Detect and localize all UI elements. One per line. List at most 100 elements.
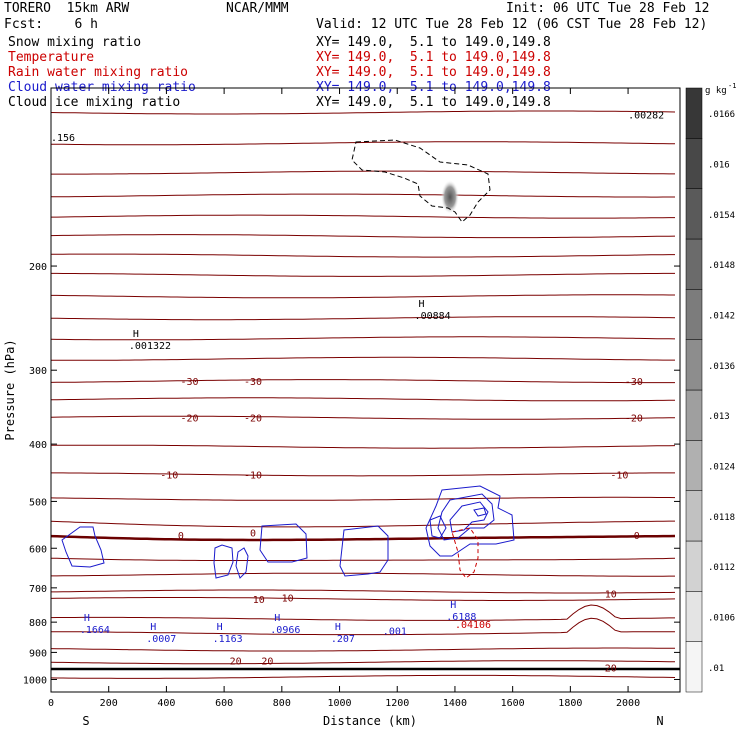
isotherm-line [51,193,675,198]
colorbar-label: .013 [708,412,730,422]
y-tick-label: 200 [29,262,47,273]
isotherm-line [51,110,676,115]
colorbar-swatch [685,490,703,542]
temperature-label: -30 [180,377,198,388]
rain-water-contour [451,527,479,579]
isotherm-line [51,589,676,594]
temperature-label: -30 [625,377,643,388]
colorbar-swatch [685,339,703,391]
x-tick-label: 1000 [327,698,351,709]
cloud-water-contour [473,507,487,517]
extremum-marker: H [450,600,456,611]
isotherm-line [51,604,675,621]
isotherm-line [51,336,676,341]
field-xy-rain: XY= 149.0, 5.1 to 149.0,149.8 [316,65,551,80]
colorbar-label: .0142 [708,312,735,322]
colorbar-unit-exponent: -1 [728,82,736,90]
colorbar-label: .0112 [708,563,735,573]
isotherm-line [51,520,675,528]
y-tick-label: 600 [29,544,47,555]
temperature-label: -30 [244,377,262,388]
extremum-value: .156 [51,133,75,144]
isotherm-line [51,397,676,402]
colorbar-label: .0124 [708,463,735,473]
isotherm-line [51,496,676,501]
extremum-marker: H [133,329,139,340]
isotherm-line [51,356,675,361]
extremum-marker: H [274,613,280,624]
y-axis-label: Pressure (hPa) [3,339,17,440]
isotherm-line [51,234,676,239]
temperature-label: 0 [250,528,256,539]
isotherm-line [51,272,675,277]
temperature-label: 20 [261,656,273,667]
colorbar-label: .0166 [708,110,735,120]
extremum-marker: H [84,613,90,624]
cloud-water-contour [213,544,234,579]
isotherm-line [51,214,675,219]
temperature-label: -20 [244,414,262,425]
extremum-marker: H [335,622,341,633]
colorbar-label: .0118 [708,513,735,523]
extremum-value: .00884 [415,311,451,322]
org-title: NCAR/MMM [226,1,289,16]
isotherm-line [51,534,676,542]
field-xy-snow: XY= 149.0, 5.1 to 149.0,149.8 [316,35,551,50]
temperature-label: -10 [610,470,628,481]
cloud-water-contour [61,526,105,568]
isotherm-line [51,647,676,652]
field-xy-temperature: XY= 149.0, 5.1 to 149.0,149.8 [316,50,551,65]
extremum-value: .1163 [213,634,243,645]
temperature-label: 0 [178,531,184,542]
isotherm-line [51,141,676,146]
isotherm-line [51,557,676,561]
x-tick-label: 0 [48,698,54,709]
colorbar-label: .0136 [708,362,735,372]
temperature-label: -20 [625,414,643,425]
x-tick-label: 200 [100,698,118,709]
model-title: TORERO 15km ARW [4,1,130,16]
field-name-snow: Snow mixing ratio [8,35,142,50]
temperature-label: 0 [634,531,640,542]
x-tick-label: 1600 [501,698,525,709]
colorbar-label: .0148 [708,261,735,271]
isotherm-line [51,617,675,636]
isotherm-line [51,674,676,679]
colorbar-swatch [685,87,703,139]
extremum-value: .1664 [80,625,110,636]
colorbar-label: .0106 [708,614,735,624]
y-tick-label: 900 [29,648,47,659]
isotherm-line [51,294,675,299]
x-axis-label: Distance (km) [323,714,417,728]
plot-frame [50,87,681,693]
isotherm-line [51,379,675,384]
isotherm-line [51,415,676,420]
isotherm-line [51,253,675,258]
cloud-water-contour [437,493,495,541]
x-tick-label: 2000 [616,698,640,709]
cloud-water-contour [449,501,489,533]
temperature-label: 10 [605,590,617,601]
y-tick-label: 300 [29,366,47,377]
extremum-value: .001322 [129,341,171,352]
x-tick-label: 1200 [385,698,409,709]
forecast-hour: Fcst: 6 h [4,17,98,32]
field-name-rain: Rain water mixing ratio [8,65,189,80]
y-tick-label: 800 [29,618,47,629]
temperature-label: 10 [253,595,265,606]
temperature-label: 20 [230,656,242,667]
isotherm-line [51,660,676,665]
isotherm-line [51,472,675,477]
extremum-value: .0966 [270,625,300,636]
temperature-label: -10 [244,470,262,481]
field-name-cloud-ice: Cloud ice mixing ratio [8,95,181,110]
x-tick-label: 1800 [558,698,582,709]
colorbar-swatch [685,289,703,340]
init-time: Init: 06 UTC Tue 28 Feb 12 [506,1,710,16]
isotherm-line [51,444,676,449]
field-xy-cloud-ice: XY= 149.0, 5.1 to 149.0,149.8 [316,95,551,110]
y-tick-label: 700 [29,584,47,595]
colorbar-swatch [685,540,703,592]
colorbar-label: .016 [708,161,730,171]
